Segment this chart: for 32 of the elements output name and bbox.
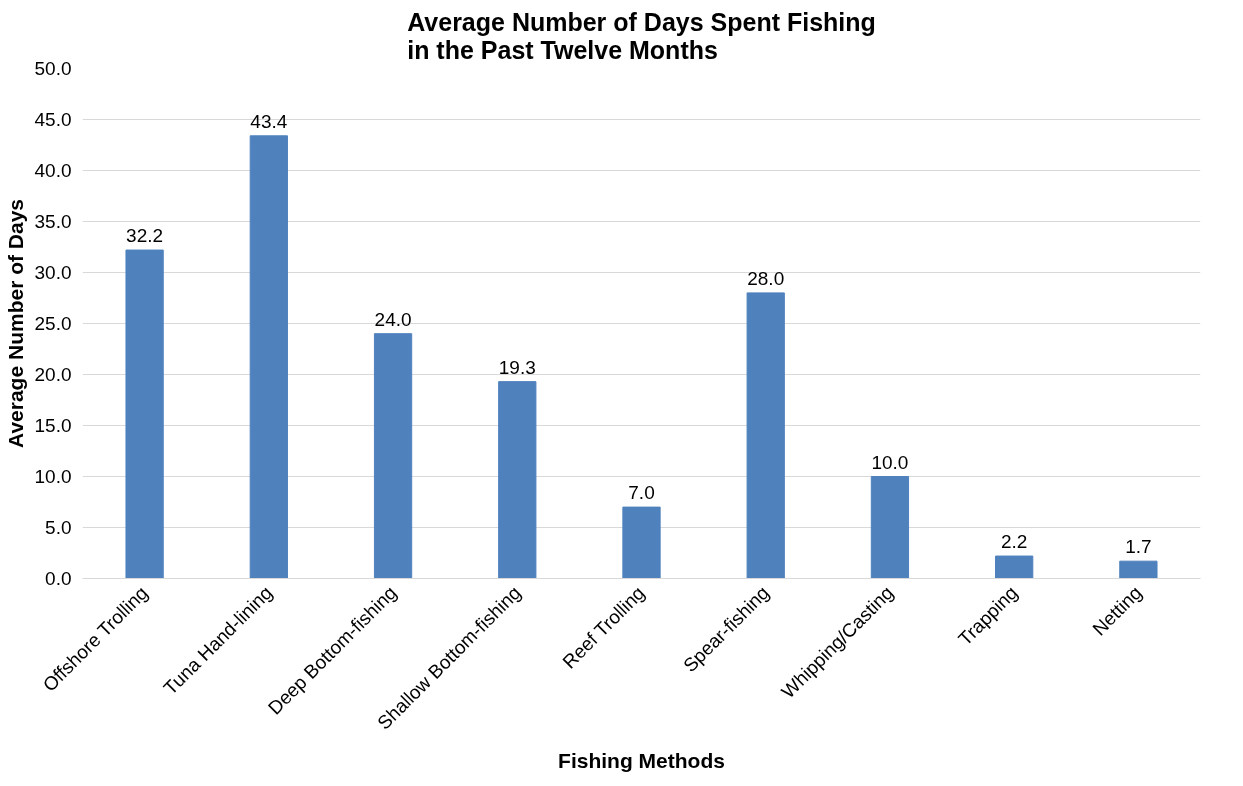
x-axis-title: Fishing Methods	[558, 749, 725, 772]
data-label: 10.0	[871, 451, 909, 473]
chart-title: Average Number of Days Spent Fishing in the Past Twelve Months	[407, 7, 876, 64]
bar	[622, 506, 661, 579]
bar	[746, 292, 785, 579]
y-tick-label: 45.0	[34, 109, 72, 130]
y-tick-label: 50.0	[34, 58, 72, 79]
y-tick-label: 10.0	[34, 466, 72, 487]
data-label: 2.2	[1000, 531, 1028, 553]
bar	[249, 135, 288, 579]
y-tick-label: 30.0	[34, 262, 72, 283]
data-label: 32.2	[126, 225, 164, 247]
y-tick-label: 15.0	[34, 415, 72, 436]
data-label: 24.0	[374, 308, 412, 330]
data-label: 19.3	[498, 356, 536, 378]
data-label: 1.7	[1125, 536, 1152, 558]
bar	[870, 476, 910, 579]
y-tick-label: 5.0	[45, 517, 72, 538]
y-axis-title: Average Number of Days	[3, 199, 27, 448]
data-label: 7.0	[628, 482, 655, 504]
bar	[373, 333, 413, 579]
y-tick-label: 25.0	[34, 313, 72, 334]
y-tick-label: 35.0	[34, 211, 72, 232]
y-tick-label: 40.0	[34, 160, 72, 181]
y-tick-label: 20.0	[34, 364, 72, 385]
bar	[125, 249, 164, 579]
bar	[995, 555, 1034, 579]
data-label: 43.4	[250, 110, 288, 132]
bar	[1119, 560, 1158, 579]
bar	[498, 381, 537, 579]
y-tick-label: 0.0	[45, 568, 72, 589]
data-label: 28.0	[747, 267, 785, 289]
